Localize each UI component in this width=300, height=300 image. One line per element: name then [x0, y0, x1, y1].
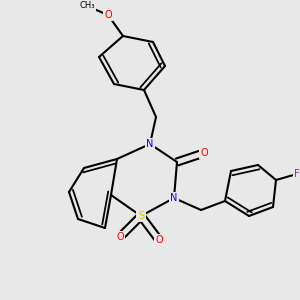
- Text: N: N: [146, 139, 154, 149]
- Text: N: N: [170, 193, 178, 203]
- Text: O: O: [200, 148, 208, 158]
- Text: O: O: [104, 10, 112, 20]
- Text: O: O: [116, 232, 124, 242]
- Text: CH₃: CH₃: [79, 2, 95, 10]
- Text: O: O: [155, 235, 163, 245]
- Text: S: S: [138, 211, 144, 221]
- Text: F: F: [294, 169, 300, 179]
